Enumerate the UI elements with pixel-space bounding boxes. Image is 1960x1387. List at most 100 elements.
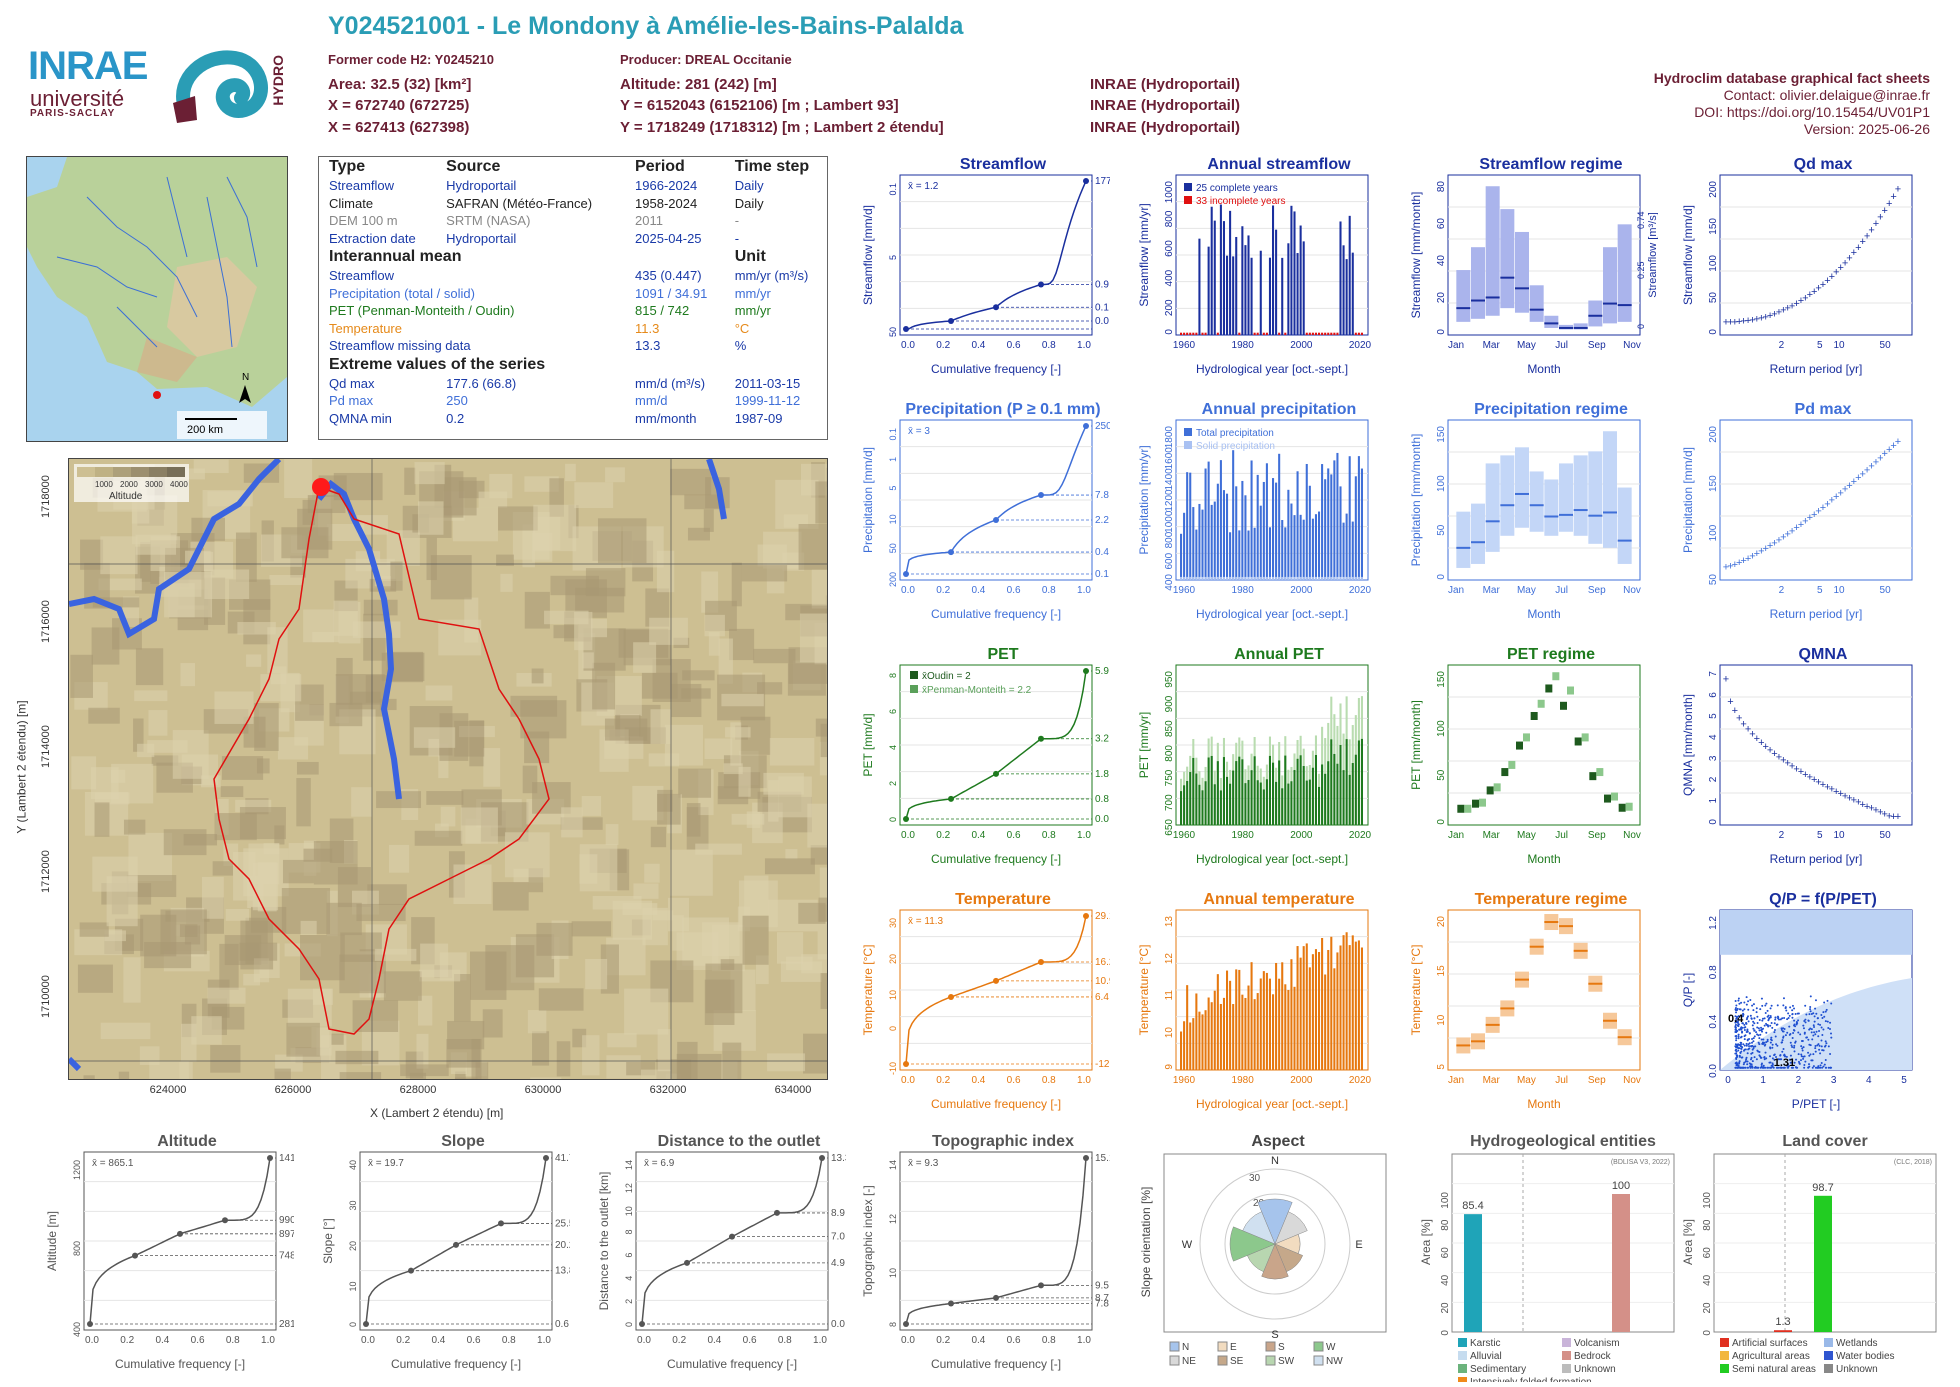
- annual-bar-secondary: [1229, 783, 1232, 825]
- scatter-point: [1746, 1060, 1749, 1063]
- cell: mm/month: [635, 410, 697, 426]
- scatter-point: [1819, 1052, 1822, 1055]
- hillshade-cell: [363, 599, 398, 616]
- chart-pd_max: Pd max Return period [yr] Precipitation [m…: [1680, 400, 1930, 622]
- annual-bar-secondary: [1250, 770, 1253, 825]
- annual-bar: [1247, 530, 1250, 580]
- tick-label: 10: [1833, 340, 1845, 351]
- legend-entry: Artificial surfaces: [1732, 1338, 1808, 1349]
- tick-label: 30: [888, 918, 898, 928]
- scatter-point: [1813, 1025, 1816, 1028]
- return-period-point: +: [1846, 252, 1852, 264]
- header-timestep: Time step: [734, 158, 810, 175]
- chart-qp_ratio: Q/P = f(P/PET) P/PET [-] Q/P [-] 0 1 2 3 4 5 0.0 0…: [1680, 890, 1930, 1112]
- chart-annual_precipitation: Annual precipitation Hydrological year [o…: [1136, 400, 1386, 622]
- tick-label: 0.2: [936, 1335, 950, 1346]
- quantile-label: 0.0: [1095, 814, 1109, 825]
- annual-bar: [1204, 468, 1207, 580]
- tick-label: 0.8: [226, 1335, 240, 1346]
- scatter-point: [1821, 1049, 1824, 1052]
- database-info: Hydroclim database graphical fact sheets…: [1654, 70, 1930, 138]
- quantile-point: [1038, 735, 1044, 742]
- annual-bar-secondary: [1339, 745, 1342, 825]
- annual-bar: [1318, 332, 1321, 335]
- legend-entry: Bedrock: [1574, 1351, 1612, 1362]
- contact[interactable]: Contact: olivier.delaigue@inrae.fr: [1723, 87, 1930, 103]
- scatter-point: [1760, 1056, 1763, 1059]
- hydro-logo-icon: [173, 50, 268, 123]
- tick-label: 0.0: [901, 830, 915, 841]
- annual-bar: [1216, 332, 1219, 335]
- annual-bar: [1302, 241, 1305, 335]
- quantile-point: [363, 1321, 369, 1327]
- scatter-point: [1807, 1038, 1810, 1041]
- return-period-point: +: [1811, 509, 1817, 521]
- scatter-point: [1775, 1023, 1778, 1026]
- hillshade-cell: [243, 716, 266, 748]
- tick-label: 50: [1880, 340, 1892, 351]
- annual-bar-secondary: [1357, 740, 1360, 825]
- scatter-point: [1776, 1015, 1779, 1018]
- annual-bar: [1311, 954, 1314, 1070]
- chart-title: Annual precipitation: [1202, 401, 1357, 418]
- hillshade-cell: [678, 768, 712, 798]
- y2-tick-label: 0.25: [1636, 261, 1646, 279]
- annual-bar: [1268, 257, 1271, 335]
- hillshade-cell: [592, 895, 642, 910]
- quantile-point: [819, 1155, 825, 1161]
- quantile-label: 0.1: [1095, 569, 1109, 580]
- hillshade-cell: [656, 550, 675, 593]
- annual-bar: [1250, 962, 1253, 1070]
- annual-bar-secondary: [1238, 756, 1241, 825]
- annual-bar: [1183, 1021, 1186, 1070]
- scatter-point: [1746, 1052, 1749, 1055]
- hillshade-cell: [803, 1033, 827, 1074]
- return-period-point: +: [1758, 737, 1764, 749]
- hillshade-cell: [140, 541, 151, 582]
- annual-bar: [1216, 974, 1219, 1070]
- scatter-point: [1758, 1019, 1761, 1022]
- source-2: INRAE (Hydroportail): [1090, 97, 1240, 114]
- annual-bar-secondary: [1189, 772, 1192, 825]
- legend-entry: Intensively folded formation: [1470, 1377, 1592, 1382]
- tick-label: 0.0: [637, 1335, 651, 1346]
- scatter-point: [1814, 1050, 1817, 1053]
- hillshade-cell: [695, 843, 742, 855]
- tick-label: 1400: [1164, 468, 1175, 491]
- legend-swatch: [1458, 1351, 1467, 1360]
- doi[interactable]: DOI: https://doi.org/10.15454/UV01P1: [1694, 104, 1930, 120]
- scatter-point: [1813, 1020, 1816, 1023]
- map-ytick: 1712000: [40, 850, 52, 893]
- hillshade-cell: [246, 654, 262, 667]
- tick-label: 40: [1702, 1274, 1713, 1286]
- chart-title: Altitude: [157, 1133, 217, 1150]
- scatter-point: [1746, 1029, 1749, 1032]
- scatter-point: [1763, 1017, 1766, 1020]
- return-period-point: +: [1859, 468, 1865, 480]
- hillshade-cell: [530, 1077, 562, 1079]
- return-period-point: +: [1740, 555, 1746, 567]
- annual-bar: [1293, 986, 1296, 1070]
- header-period: Period: [635, 158, 685, 175]
- hillshade-cell: [79, 922, 109, 937]
- quantile-point: [948, 1300, 954, 1307]
- scatter-point: [1761, 1030, 1764, 1033]
- return-period-point: +: [1749, 314, 1755, 326]
- scatter-point: [1746, 1038, 1749, 1041]
- chart-pet_regime: PET regime Month PET [mm/month] Jan Mar May Ju…: [1408, 645, 1658, 867]
- tick-label: Jul: [1555, 340, 1568, 351]
- tick-label: 0.0: [901, 1335, 915, 1346]
- scatter-point: [1748, 1042, 1751, 1045]
- return-period-point: +: [1815, 505, 1821, 517]
- scatter-point: [1749, 1065, 1752, 1068]
- mean-label: x̄ = 6.9: [644, 1158, 675, 1169]
- scatter-point: [1801, 1049, 1804, 1052]
- annual-bar-secondary: [1314, 755, 1317, 825]
- scatter-point: [1789, 1058, 1792, 1061]
- outlet-marker[interactable]: [312, 478, 330, 496]
- scatter-point: [1769, 1041, 1772, 1044]
- scatter-point: [1753, 1022, 1756, 1025]
- scatter-point: [1827, 1066, 1830, 1069]
- annual-bar: [1235, 486, 1238, 580]
- annual-bar-secondary: [1290, 781, 1293, 825]
